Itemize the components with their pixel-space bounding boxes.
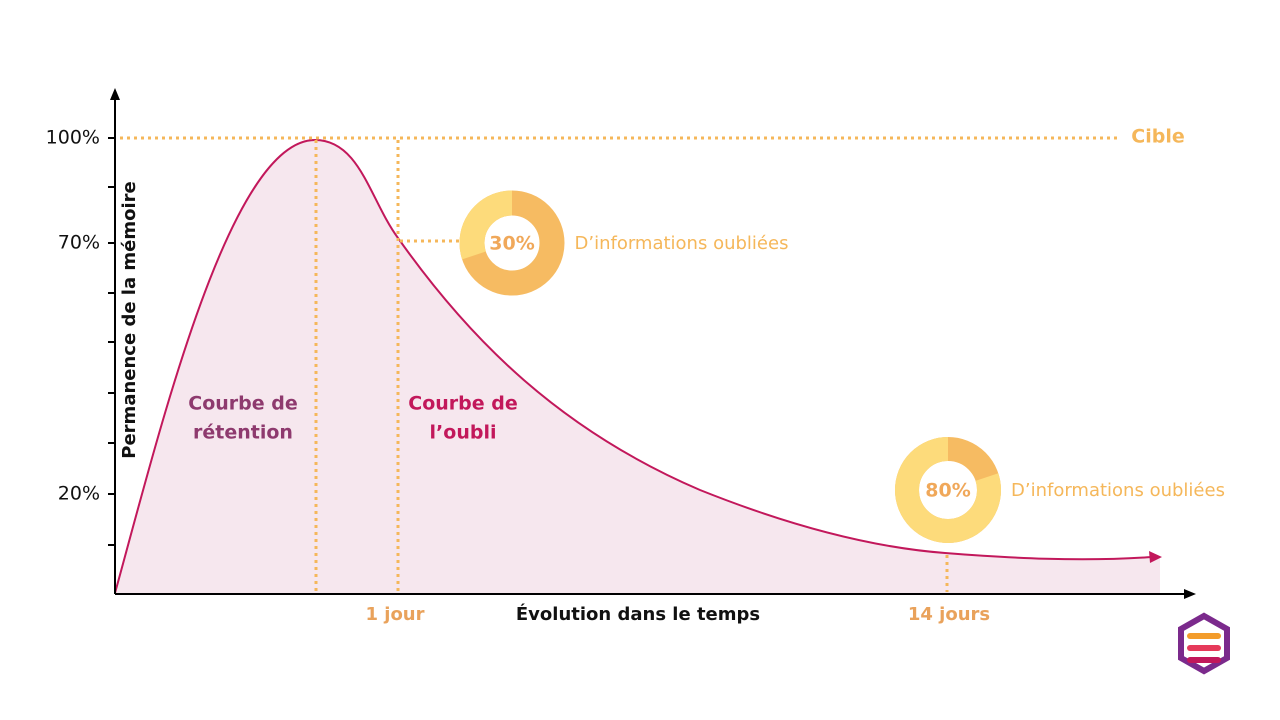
guide-lines: [120, 136, 1118, 592]
curve-area: [115, 140, 1160, 593]
curve-arrowhead: [1149, 551, 1162, 563]
axes: [108, 98, 1188, 595]
x-tick-label: 1 jour: [365, 604, 424, 625]
y-arrowhead: [110, 88, 120, 100]
retention-label: rétention: [193, 422, 293, 444]
donut-caption: D’informations oubliées: [575, 233, 789, 254]
donuts: 30% D’informations oubliées 80% D’informati…: [459, 190, 1225, 543]
x-tick-label: 14 jours: [908, 604, 990, 625]
donut-forgotten: [459, 190, 565, 296]
y-tick-label: 70%: [58, 232, 100, 254]
target-label: Cible: [1131, 126, 1184, 148]
logo: [1178, 612, 1230, 675]
x-axis-label: Évolution dans le temps: [516, 603, 760, 625]
donut-caption: D’informations oubliées: [1011, 480, 1225, 501]
forgetting-label: l’oubli: [430, 422, 497, 444]
memory-curve: [114, 138, 1153, 594]
y-axis-label: Permanence de la mémoire: [119, 181, 140, 458]
y-tick-label: 20%: [58, 483, 100, 505]
donut-forgotten: [895, 437, 1001, 543]
retention-label: Courbe de: [188, 393, 297, 415]
x-arrowhead: [1184, 589, 1196, 599]
donut-label: 80%: [925, 480, 970, 502]
donut-label: 30%: [489, 233, 534, 255]
forgetting-label: Courbe de: [408, 393, 517, 415]
y-tick-label: 100%: [46, 127, 100, 149]
